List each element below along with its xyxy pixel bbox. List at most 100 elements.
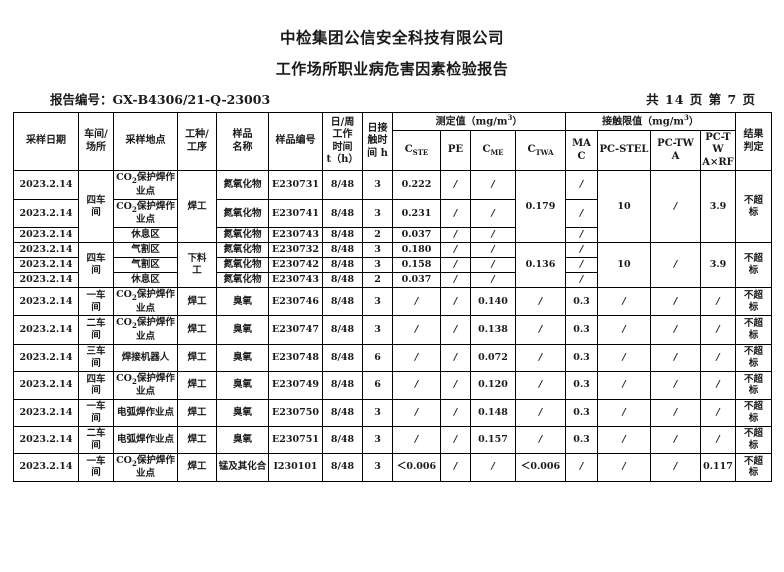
table-row[interactable]: 2023.2.14 二车间 CO2保护焊作业点 焊工 臭氧 E230747 8/48 3//0… (13, 315, 772, 345)
report-number: 报告编号：GX-B4306/21-Q-23003 (50, 92, 271, 107)
table-row[interactable]: 2023.2.14 二车间电弧焊作业点 焊工 臭氧 E230751 8/48 3//0.15… (13, 425, 772, 454)
cell-cste: / (392, 286, 441, 317)
cell-cste: ＜0.006 (392, 452, 441, 483)
table-row[interactable]: 2023.2.14 休息区 氮氧化物 E230743 8/48 2 0.037// / (13, 271, 772, 288)
table-row[interactable]: 2023.2.14 三车间焊接机器人 焊工 臭氧 E230748 8/48 6//0.072… (13, 343, 772, 372)
cell-cme: / (470, 170, 516, 200)
cell-job-type: 焊工 (177, 452, 217, 483)
cell-result: 不超标 (735, 343, 772, 372)
cell-sample-name: 锰及其化合 (216, 452, 269, 483)
header-row-2: CSTE PE CME CTWA MA C PC-STEL PC-TW A PC-T… (14, 129, 772, 172)
cell-pcstel: / (597, 399, 651, 427)
cell-sample-number: E230743 (268, 227, 323, 244)
cell-sampling-point: CO2保护焊作业点 (113, 370, 178, 401)
cell-pe: / (440, 425, 471, 454)
cell-mac: / (565, 198, 598, 229)
cell-sample-number: E230747 (268, 315, 323, 345)
col-result: 结果 判定 (735, 111, 772, 172)
cell-sampling-date: 2023.2.14 (13, 170, 79, 200)
col-group-exposure-limits: 接触限值（mg/m3） (565, 112, 736, 131)
col-exposure-time: 日接 触时间 h (362, 111, 393, 172)
table-head: 采样日期 车间/场所 采样地点 工种/工序 样品 名称 样品编号 日/周 工作 时间 t… (13, 111, 772, 172)
page-indicator: 共 14 页 第 7 页 (646, 92, 756, 107)
cell-sampling-date: 2023.2.14 (13, 242, 79, 259)
cell-ctwa: / (515, 425, 566, 454)
col-pe: PE (440, 129, 471, 172)
cell-cme: 0.140 (470, 286, 516, 317)
cell-sample-name: 臭氧 (216, 425, 269, 454)
cell-sample-number: I230101 (268, 452, 323, 483)
cell-job-type: 焊工 (177, 399, 217, 427)
cell-work-time: 8/48 (322, 370, 363, 401)
cell-pe: / (440, 242, 471, 259)
table-row[interactable]: 2023.2.14 四车间气割区 下料工氮氧化物 E230732 8/48 3 0.180/… (13, 242, 772, 288)
cell-work-time: 8/48 (322, 257, 363, 273)
cell-sampling-point: 气割区 (113, 257, 178, 273)
cell-pctwa-rf: / (700, 315, 736, 345)
cell-cste: 0.180 (392, 242, 441, 259)
cell-mac: / (565, 227, 598, 244)
cell-sampling-point: CO2保护焊作业点 (113, 286, 178, 317)
cell-cste: / (392, 315, 441, 345)
cell-job-type: 焊工 (177, 425, 217, 454)
cell-mac: / (565, 452, 598, 483)
cell-pctwa-rf: / (700, 286, 736, 317)
cell-pcstel: / (597, 425, 651, 454)
cell-result: 不超标 (735, 242, 772, 288)
cell-exposure-time: 3 (362, 257, 393, 273)
cell-mac: 0.3 (565, 286, 598, 317)
cell-exposure-time: 3 (362, 452, 393, 483)
cell-exposure-time: 3 (362, 286, 393, 317)
cell-pctwa: / (650, 242, 701, 288)
col-sample-number: 样品编号 (268, 111, 323, 172)
cell-sampling-date: 2023.2.14 (13, 198, 79, 229)
cell-mac: 0.3 (565, 425, 598, 454)
cell-sampling-point: 气割区 (113, 242, 178, 259)
company-name: 中检集团公信安全科技有限公司 (279, 28, 504, 47)
col-group-measured-values: 测定值（mg/m3） (392, 112, 566, 131)
table-row[interactable]: 2023.2.14 一车间电弧焊作业点 焊工 臭氧 E230750 8/48 3//0.14… (13, 399, 772, 427)
cell-mac: / (565, 170, 598, 200)
cell-job-type: 焊工 (177, 315, 217, 345)
cell-workshop: 二车间 (78, 315, 114, 345)
cell-pctwa-rf: 0.117 (700, 452, 736, 483)
report-page: 中检集团公信安全科技有限公司 工作场所职业病危害因素检验报告 报告编号：GX-B… (0, 26, 784, 572)
cell-mac: / (565, 242, 598, 259)
cell-sampling-date: 2023.2.14 (13, 370, 79, 401)
cell-pctwa: / (650, 170, 701, 244)
cell-sampling-date: 2023.2.14 (13, 425, 79, 454)
table-row[interactable]: 2023.2.14 一车间 CO2保护焊作业点 焊工 锰及其化合 I230101 8/48 3… (13, 452, 772, 483)
cell-sampling-point: CO2保护焊作业点 (113, 170, 178, 200)
cell-ctwa: / (515, 399, 566, 427)
cell-cme: / (470, 198, 516, 229)
cell-sampling-date: 2023.2.14 (13, 452, 79, 483)
cell-work-time: 8/48 (322, 315, 363, 345)
cell-pctwa: / (650, 315, 701, 345)
cell-sample-name: 氮氧化物 (216, 242, 269, 259)
cell-sampling-date: 2023.2.14 (13, 399, 79, 427)
cell-pe: / (440, 343, 471, 372)
cell-work-time: 8/48 (322, 242, 363, 259)
cell-sampling-point: 焊接机器人 (113, 343, 178, 372)
cell-sample-number: E230751 (268, 425, 323, 454)
cell-sample-name: 臭氧 (216, 286, 269, 317)
cell-sampling-date: 2023.2.14 (13, 343, 79, 372)
cell-pe: / (440, 452, 471, 483)
cell-pe: / (440, 198, 471, 229)
cell-pcstel: / (597, 315, 651, 345)
table-row[interactable]: 2023.2.14 一车间 CO2保护焊作业点 焊工 臭氧 E230746 8/48 3//0… (13, 286, 772, 317)
table-row[interactable]: 2023.2.14 气割区 氮氧化物 E230742 8/48 3 0.158// / (13, 257, 772, 273)
cell-exposure-time: 3 (362, 425, 393, 454)
cell-sample-name: 氮氧化物 (216, 170, 269, 200)
cell-sampling-date: 2023.2.14 (13, 286, 79, 317)
cell-workshop: 一车间 (78, 286, 114, 317)
cell-pctwa: / (650, 452, 701, 483)
cell-work-time: 8/48 (322, 198, 363, 229)
inspection-results-table: 采样日期 车间/场所 采样地点 工种/工序 样品 名称 样品编号 日/周 工作 时间 t… (13, 111, 772, 483)
table-row[interactable]: 2023.2.14 四车间 CO2保护焊作业点 焊工 臭氧 E230749 8/48 6//0… (13, 370, 772, 401)
table-row[interactable]: 2023.2.14 四车间 CO2保护焊作业点 焊工 氮氧化物 E230731 8/48 3 0… (13, 170, 772, 244)
cell-sample-number: E230741 (268, 198, 323, 229)
cell-sample-name: 氮氧化物 (216, 227, 269, 244)
cell-pe: / (440, 286, 471, 317)
col-ctwa: CTWA (515, 129, 566, 172)
